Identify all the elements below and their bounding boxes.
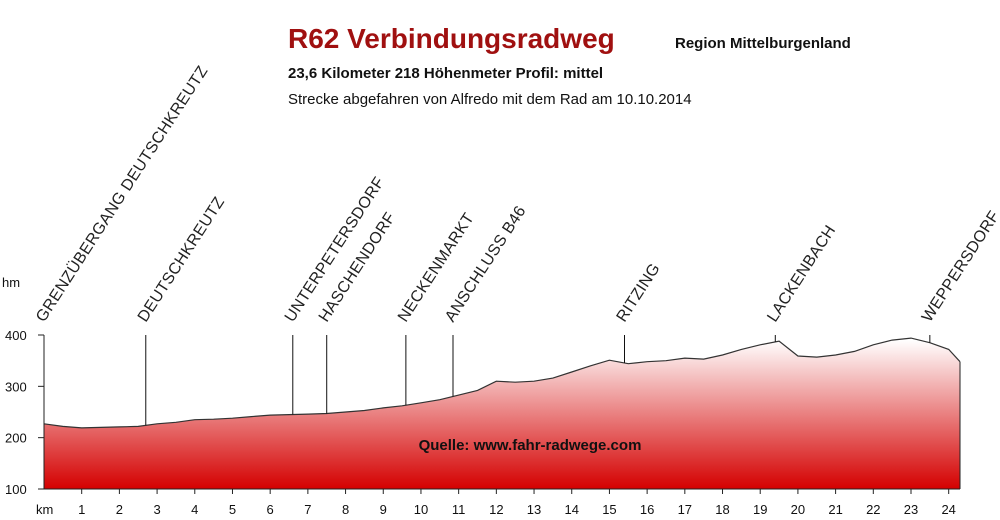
x-tick-label: 20 [791,502,805,517]
x-tick-label: 22 [866,502,880,517]
x-tick-label: 9 [380,502,387,517]
y-tick-label: 100 [5,482,27,497]
x-tick-label: 14 [565,502,579,517]
x-tick-label: 21 [828,502,842,517]
y-tick-label: 300 [5,379,27,394]
x-tick-label: 11 [452,502,466,517]
stats: 23,6 Kilometer 218 Höhenmeter Profil: mi… [288,65,603,82]
x-axis-label: km [36,502,53,517]
x-tick-label: 3 [153,502,160,517]
x-tick-label: 5 [229,502,236,517]
x-tick-label: 6 [267,502,274,517]
chart-subtitle: Region Mittelburgenland [675,35,851,52]
waypoint-label: DEUTSCHKREUTZ [135,194,228,325]
x-tick-label: 13 [527,502,541,517]
x-tick-label: 8 [342,502,349,517]
x-tick-label: 1 [78,502,85,517]
area [44,338,960,489]
y-tick-label: 200 [5,431,27,446]
x-tick-label: 4 [191,502,198,517]
x-tick-label: 12 [489,502,503,517]
waypoint-label: GRENZÜBERGANG DEUTSCHKREUTZ [32,63,211,326]
note: Strecke abgefahren von Alfredo mit dem R… [288,91,692,108]
x-tick-label: 2 [116,502,123,517]
profile-line [43,337,961,429]
x-tick-label: 10 [414,502,428,517]
chart-title: R62 Verbindungsradweg [288,23,615,54]
x-tick-label: 19 [753,502,767,517]
x-tick-label: 7 [304,502,311,517]
x-tick-label: 15 [602,502,616,517]
y-axis-label: hm [2,275,20,290]
source: Quelle: www.fahr-radwege.com [419,437,642,454]
x-tick-label: 24 [941,502,955,517]
x-tick-label: 16 [640,502,654,517]
waypoint-label: LACKENBACH [764,222,839,325]
waypoint-label: WEPPERSDORF [919,208,1000,325]
x-tick-label: 18 [715,502,729,517]
x-tick-label: 17 [678,502,692,517]
y-tick-label: 400 [5,328,27,343]
x-tick-label: 23 [904,502,918,517]
waypoint-label: RITZING [614,260,664,325]
